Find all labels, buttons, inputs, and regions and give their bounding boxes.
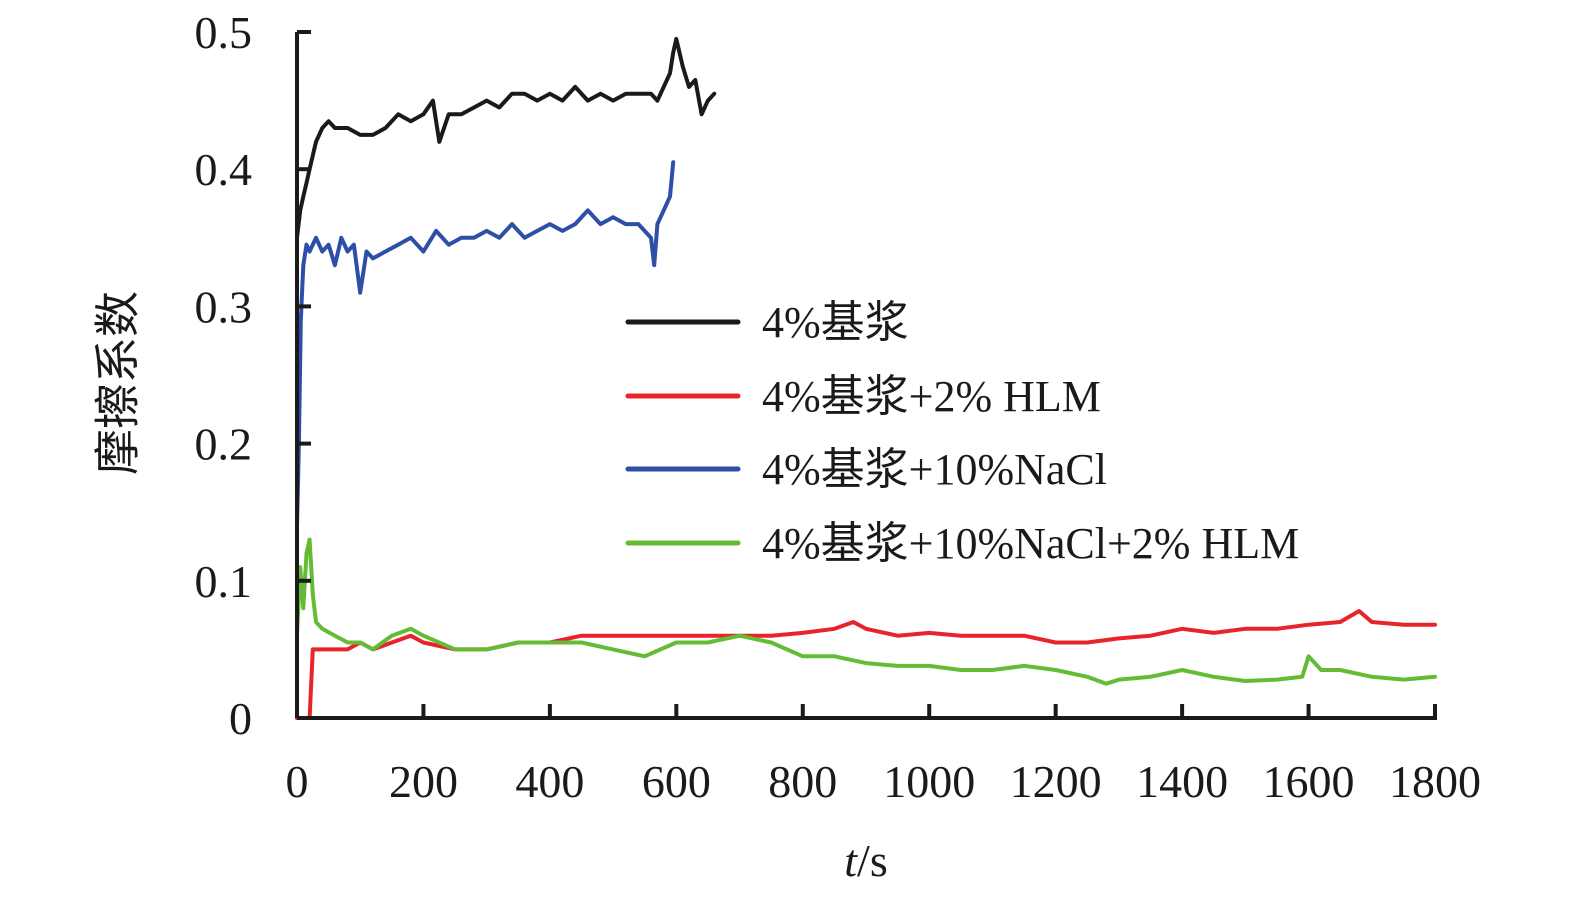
y-tick-label: 0.2 <box>195 419 253 470</box>
x-tick-label: 400 <box>515 756 584 807</box>
x-tick-label: 1600 <box>1263 756 1355 807</box>
legend: 4%基浆 4%基浆+2% HLM 4%基浆+10%NaCl 4%基浆+10%NaCl+… <box>625 298 1299 568</box>
x-tick-label: 800 <box>768 756 837 807</box>
y-tick-label: 0.3 <box>195 281 253 332</box>
y-axis-title: 摩擦系数 <box>93 291 144 475</box>
y-tick-label: 0.5 <box>195 7 253 58</box>
y-tick-label: 0.4 <box>195 144 253 195</box>
axes: 0 0.1 0.2 0.3 0.4 0.5 0 200 400 600 800 1000 1200 140… <box>195 7 1482 807</box>
x-axis-title-variable: t <box>844 835 858 886</box>
x-axis-title-unit: /s <box>857 835 888 886</box>
series-line-1 <box>295 36 717 240</box>
x-tick-label: 1200 <box>1010 756 1102 807</box>
y-tick-label: 0.1 <box>195 556 253 607</box>
series-line-3 <box>295 160 676 528</box>
x-tick-label: 1800 <box>1389 756 1481 807</box>
legend-label-1: 4%基浆 <box>762 298 909 347</box>
x-axis-title: t/s <box>844 835 887 886</box>
x-tick-label: 0 <box>286 756 309 807</box>
y-tick-label: 0 <box>229 693 252 744</box>
x-tick-label: 600 <box>642 756 711 807</box>
x-tick-label: 200 <box>389 756 458 807</box>
legend-label-3: 4%基浆+10%NaCl <box>762 445 1107 494</box>
series-line-2 <box>295 609 1437 720</box>
x-tick-label: 1000 <box>883 756 975 807</box>
legend-label-4: 4%基浆+10%NaCl+2% HLM <box>762 519 1299 568</box>
plot-lines <box>295 36 1437 720</box>
legend-label-2: 4%基浆+2% HLM <box>762 372 1101 421</box>
x-tick-label: 1400 <box>1136 756 1228 807</box>
series-line-4 <box>295 537 1437 686</box>
